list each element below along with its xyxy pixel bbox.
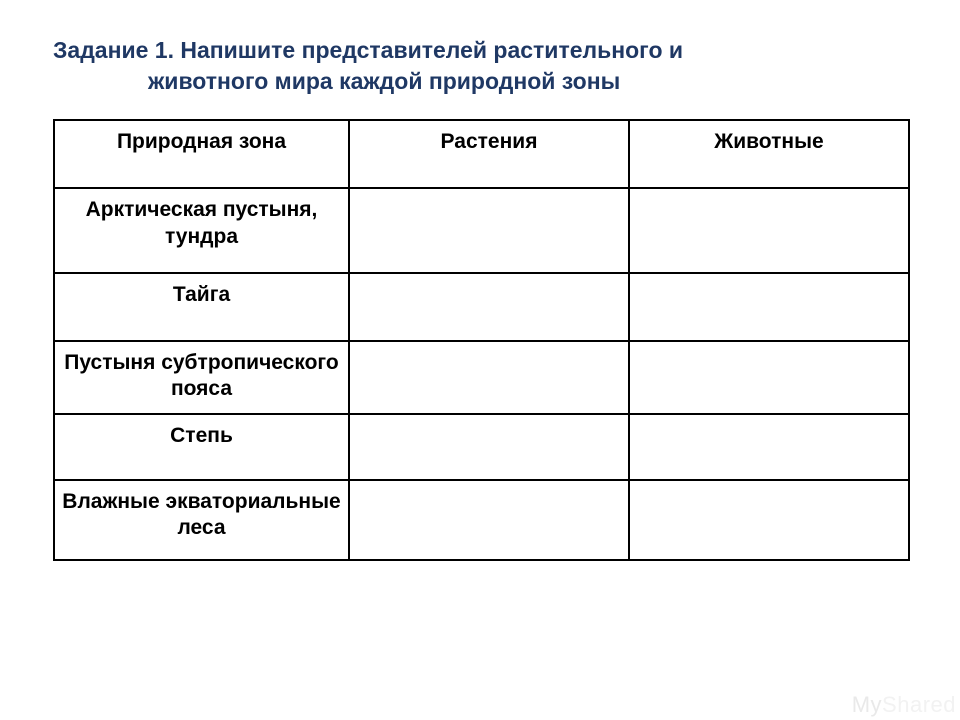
table-row: Влажные экваториальные леса <box>54 480 909 561</box>
table-row: Арктическая пустыня, тундра <box>54 188 909 273</box>
watermark-part-1: My <box>852 692 882 717</box>
watermark: MyShared <box>852 692 956 718</box>
cell-plants <box>349 480 629 561</box>
cell-animals <box>629 414 909 480</box>
cell-animals <box>629 188 909 273</box>
cell-zone: Влажные экваториальные леса <box>54 480 349 561</box>
title-line-2: животного мира каждой природной зоны <box>53 66 907 97</box>
cell-plants <box>349 341 629 414</box>
cell-zone: Степь <box>54 414 349 480</box>
cell-zone: Арктическая пустыня, тундра <box>54 188 349 273</box>
cell-animals <box>629 480 909 561</box>
col-header-plants: Растения <box>349 120 629 188</box>
cell-zone: Пустыня субтропического пояса <box>54 341 349 414</box>
col-header-zone: Природная зона <box>54 120 349 188</box>
slide-container: Задание 1. Напишите представителей расти… <box>0 0 960 720</box>
watermark-part-2: Shared <box>882 692 956 717</box>
cell-animals <box>629 273 909 341</box>
cell-animals <box>629 341 909 414</box>
col-header-animals: Животные <box>629 120 909 188</box>
task-title: Задание 1. Напишите представителей расти… <box>53 35 907 97</box>
cell-plants <box>349 188 629 273</box>
table-row: Пустыня субтропического пояса <box>54 341 909 414</box>
cell-zone: Тайга <box>54 273 349 341</box>
cell-plants <box>349 273 629 341</box>
cell-plants <box>349 414 629 480</box>
table-row: Степь <box>54 414 909 480</box>
table-header-row: Природная зона Растения Животные <box>54 120 909 188</box>
natural-zones-table: Природная зона Растения Животные Арктиче… <box>53 119 910 561</box>
title-line-1: Задание 1. Напишите представителей расти… <box>53 37 683 63</box>
table-row: Тайга <box>54 273 909 341</box>
